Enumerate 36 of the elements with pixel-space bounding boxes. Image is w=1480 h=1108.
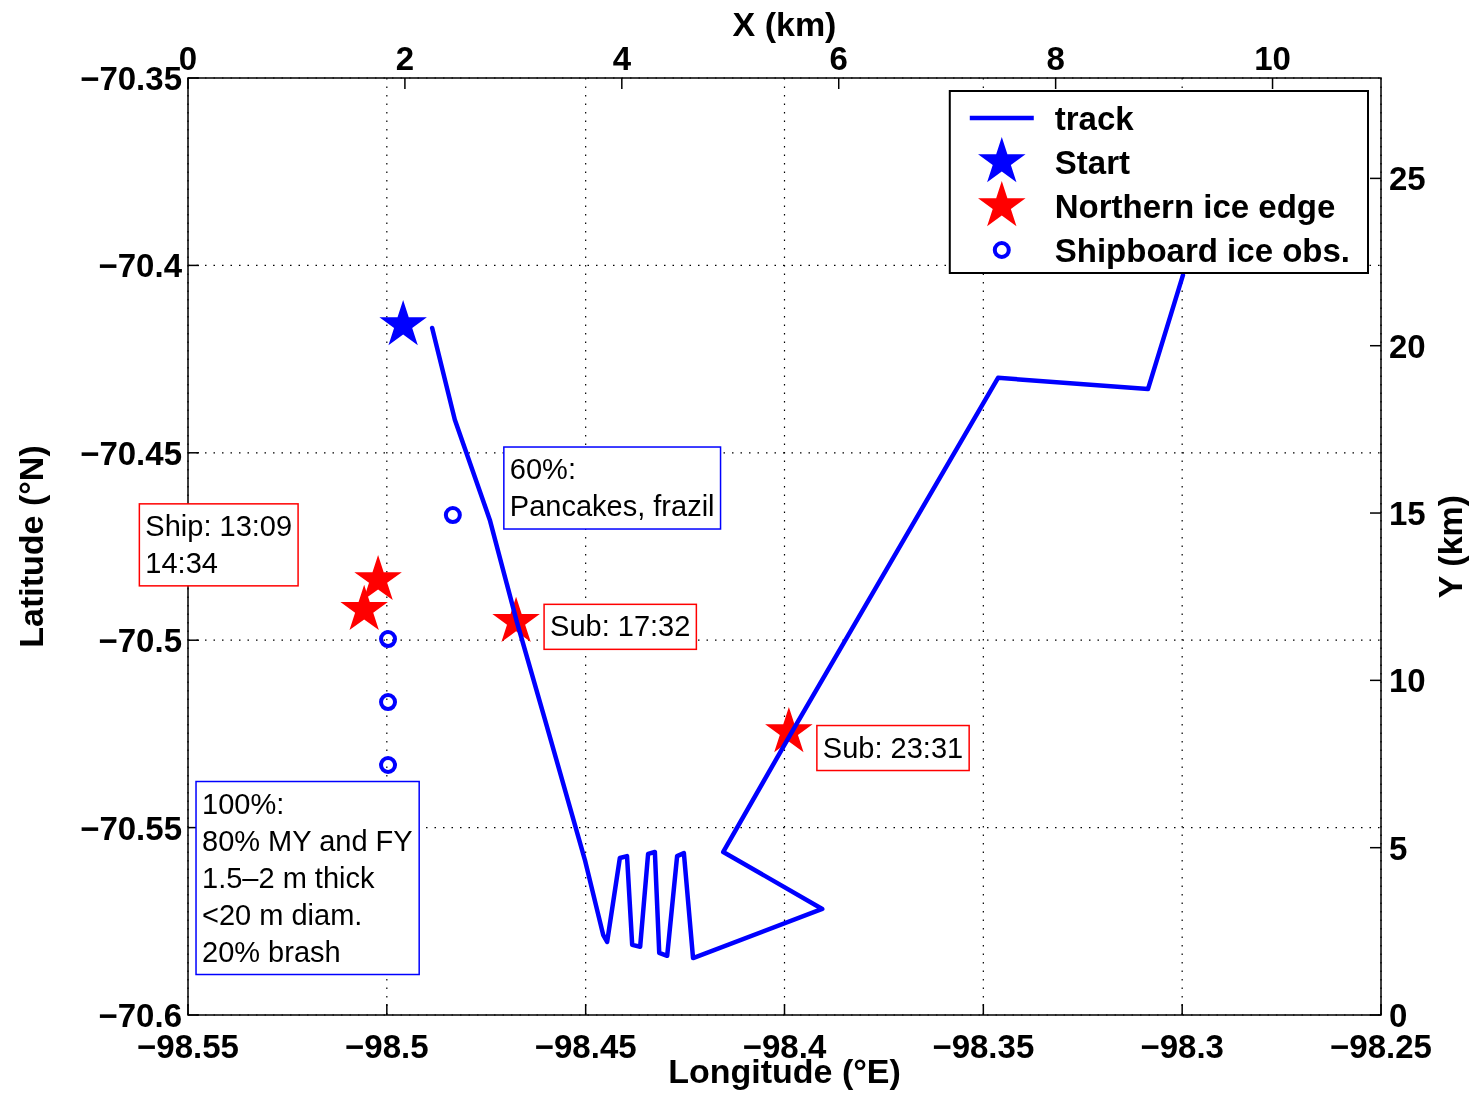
x-tick-label: −98.3	[1140, 1028, 1224, 1065]
point	[443, 506, 462, 525]
annotation: Ship: 13:09 14:34	[145, 509, 293, 579]
y2-tick-label: 10	[1389, 662, 1426, 700]
point	[379, 630, 398, 649]
point	[379, 756, 398, 775]
x2-tick-label: 4	[612, 40, 632, 77]
legend-label: Shipboard ice obs.	[1054, 232, 1351, 269]
annotation: 100%: 80% MY and FY 1.5–2 m thick <20 m diam. 20% brash	[202, 787, 413, 968]
y-tick-label: −70.45	[80, 434, 182, 472]
y2-tick-label: 20	[1389, 327, 1426, 365]
y2-tick-label: 15	[1389, 495, 1426, 533]
point	[354, 554, 402, 601]
x-tick-label: −98.45	[534, 1028, 637, 1065]
y2-axis-title: Y (km)	[1431, 494, 1469, 599]
x-tick-label: −98.35	[932, 1028, 1035, 1065]
y-axis-title: Latitude (°N)	[12, 445, 50, 648]
point	[379, 693, 398, 712]
x2-tick-label: 8	[1046, 40, 1065, 77]
line-series	[429, 272, 1186, 961]
legend-label: Start	[1054, 144, 1130, 181]
point	[379, 300, 427, 346]
y-tick-label: −70.5	[98, 622, 182, 660]
y-tick-label: −70.55	[80, 809, 182, 847]
y2-tick-label: 25	[1389, 160, 1426, 198]
point	[340, 584, 388, 631]
y-tick-label: −70.4	[98, 247, 183, 285]
annotation: Sub: 23:31	[822, 731, 964, 764]
y2-tick-label: 5	[1389, 829, 1408, 867]
annotation: Sub: 17:32	[550, 610, 691, 643]
annotation: 60%: Pancakes, frazil	[509, 453, 715, 523]
legend-label: track	[1054, 100, 1135, 137]
x2-tick-label: 2	[395, 40, 415, 77]
x2-tick-label: 10	[1254, 40, 1291, 77]
legend-label: Northern ice edge	[1054, 188, 1336, 225]
x-tick-label: −98.5	[345, 1028, 429, 1065]
